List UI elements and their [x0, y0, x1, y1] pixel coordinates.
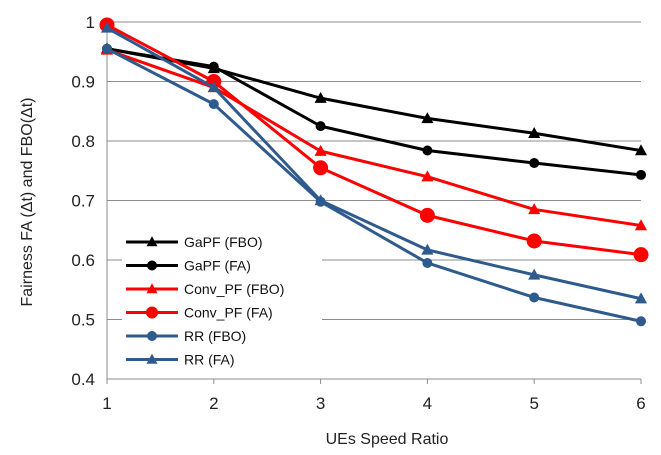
series-line: [106, 47, 642, 177]
legend-item: GaPF (FA): [126, 258, 251, 274]
data-point: [421, 170, 434, 182]
legend-label: GaPF (FA): [184, 258, 251, 274]
x-axis-title: UEs Speed Ratio: [326, 431, 449, 448]
data-point: [208, 99, 219, 110]
data-point: [315, 121, 326, 132]
data-point: [633, 247, 649, 263]
data-point: [146, 306, 158, 319]
data-point: [146, 283, 158, 294]
y-tick-label: 0.9: [71, 73, 95, 92]
series-line: [106, 23, 642, 257]
y-tick-label: 0.4: [71, 370, 95, 389]
x-tick-label: 1: [102, 394, 111, 413]
data-point: [421, 112, 434, 124]
x-tick-label: 4: [423, 394, 432, 413]
data-point: [421, 243, 434, 255]
x-tick-labels: 1 2 3 4 5 6: [102, 379, 646, 413]
data-point: [529, 158, 540, 169]
legend-label: RR (FA): [184, 352, 235, 368]
data-point: [208, 61, 219, 72]
data-point: [422, 145, 433, 156]
y-tick-label: 0.8: [71, 132, 95, 151]
series-rr-fbo: [102, 43, 646, 327]
axes: [106, 20, 641, 380]
data-point: [634, 144, 648, 156]
legend: GaPF (FBO) GaPF (FA) Conv_PF (FBO) Conv_PF …: [122, 228, 322, 375]
data-point: [147, 331, 157, 341]
legend-item: RR (FA): [126, 352, 235, 368]
data-point: [528, 126, 541, 138]
y-tick-label: 0.6: [71, 251, 95, 270]
x-tick-label: 2: [209, 394, 218, 413]
x-tick-label: 6: [636, 394, 645, 413]
series-line: [106, 26, 642, 301]
legend-label: Conv_PF (FA): [184, 305, 273, 321]
data-point: [636, 169, 646, 180]
data-point: [634, 292, 648, 304]
data-point: [314, 194, 327, 206]
data-point: [529, 292, 540, 303]
y-tick-label: 1: [86, 13, 95, 32]
legend-item: Conv_PF (FA): [126, 305, 273, 321]
data-point: [314, 91, 327, 103]
series-rr-fa: [100, 21, 648, 304]
data-point: [102, 43, 112, 54]
legend-item: RR (FBO): [126, 328, 246, 344]
data-point: [314, 144, 327, 156]
legend-label: GaPF (FBO): [184, 234, 263, 250]
series-group: [99, 17, 649, 327]
data-point: [313, 160, 329, 176]
data-point: [634, 219, 648, 231]
data-point: [207, 81, 220, 93]
legend-label: Conv_PF (FBO): [184, 281, 284, 297]
data-point: [528, 203, 541, 215]
x-tick-label: 5: [529, 394, 538, 413]
data-point: [528, 268, 541, 280]
data-point: [636, 316, 646, 327]
legend-background: [122, 228, 322, 375]
series-line: [106, 48, 642, 227]
y-axis-title: Fairness FA (Δt) and FBO(Δt): [19, 98, 36, 307]
data-point: [526, 233, 542, 249]
data-point: [100, 21, 114, 33]
data-point: [422, 257, 433, 268]
legend-item: Conv_PF (FBO): [126, 281, 284, 297]
x-tick-label: 3: [316, 394, 325, 413]
data-point: [146, 236, 158, 247]
legend-item: GaPF (FBO): [126, 234, 263, 250]
data-point: [419, 207, 435, 223]
y-tick-label: 0.5: [71, 311, 95, 330]
data-point: [147, 260, 157, 271]
y-tick-labels: 0.4 0.5 0.6 0.7 0.8 0.9 1: [71, 13, 95, 389]
series-line: [106, 47, 642, 323]
data-point: [146, 353, 158, 364]
legend-label: RR (FBO): [184, 328, 246, 344]
series-line: [106, 47, 642, 153]
y-tick-label: 0.7: [71, 192, 95, 211]
